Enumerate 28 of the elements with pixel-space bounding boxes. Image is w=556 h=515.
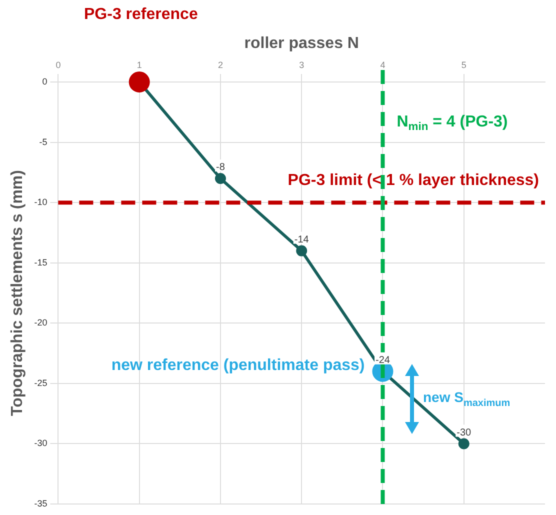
y-tick-label: -15	[34, 257, 48, 268]
x-tick-label: 2	[218, 60, 223, 70]
point	[296, 245, 308, 256]
text: PG-3 reference	[84, 6, 198, 24]
y-tick-label: -20	[34, 318, 48, 328]
x-tick-label: 3	[299, 60, 304, 70]
y-tick-label: -10	[34, 197, 48, 208]
data-label: -14	[294, 234, 310, 246]
x-tick-label: 1	[136, 60, 142, 70]
data-label: -30	[456, 427, 472, 438]
x-tick-label: 0	[56, 60, 61, 70]
y-tick-label: -25	[34, 378, 48, 388]
y-tick-label: -5	[39, 136, 48, 147]
annotation: new S$_{maximum}$	[423, 389, 510, 409]
data-label: -8	[216, 162, 226, 174]
annotation: new reference (penultimate pass)	[111, 356, 365, 374]
point	[458, 438, 470, 450]
point	[128, 72, 150, 92]
ref-line-label: PG-3 limit (< 1 % layer thickness)	[288, 172, 540, 189]
x-tick-label: 4	[380, 60, 386, 70]
y-tick-label: 0	[42, 76, 48, 86]
x-axis-title: roller passes N	[244, 35, 359, 52]
y-axis-title: Topographic settlements s (mm)	[9, 170, 26, 416]
data-label: -24	[376, 355, 390, 366]
y-tick-label: -35	[34, 498, 48, 508]
point	[214, 172, 226, 184]
x-tick-label: 5	[461, 60, 466, 70]
y-tick-label: -30	[34, 438, 48, 448]
